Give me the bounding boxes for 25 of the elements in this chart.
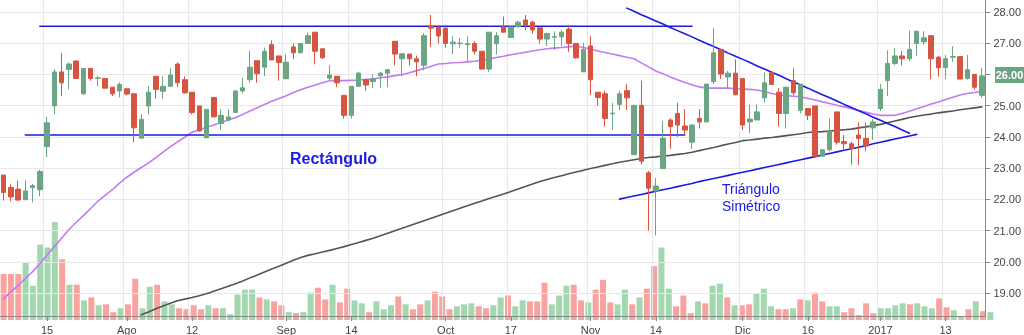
x-tick-label: 12 <box>185 323 199 335</box>
x-tick-label: 14 <box>649 323 662 335</box>
x-tick-label: 13 <box>939 323 952 335</box>
y-tick-label: 24.00 <box>993 130 1021 143</box>
annotation: Triángulo Simétrico <box>722 180 784 214</box>
annotation: Rectángulo <box>290 150 378 167</box>
x-tick-label: 14 <box>345 323 358 335</box>
x-tick-label: Oct <box>437 323 455 335</box>
y-tick-label: 23.00 <box>993 162 1021 175</box>
y-tick-label: 27.00 <box>993 37 1021 50</box>
x-tick-label: Dic <box>734 323 752 335</box>
y-tick-label: 21.00 <box>993 224 1021 237</box>
x-tick-label: 15 <box>40 323 54 335</box>
x-tick-label: Nov <box>580 323 601 335</box>
y-tick-label: 20.00 <box>993 255 1021 268</box>
y-tick-label: 28.00 <box>993 5 1021 18</box>
x-tick-label: 2017 <box>868 323 893 335</box>
y-tick-label: 25.00 <box>993 99 1021 112</box>
x-tick-label: 17 <box>504 323 517 335</box>
y-tick-label: 22.00 <box>993 193 1021 206</box>
x-tick-label: Sep <box>276 323 297 335</box>
x-tick-label: 16 <box>801 323 815 335</box>
text: 26.00 <box>995 69 1024 81</box>
y-tick-label: 19.00 <box>993 287 1021 300</box>
x-tick-label: Ago <box>117 323 137 335</box>
